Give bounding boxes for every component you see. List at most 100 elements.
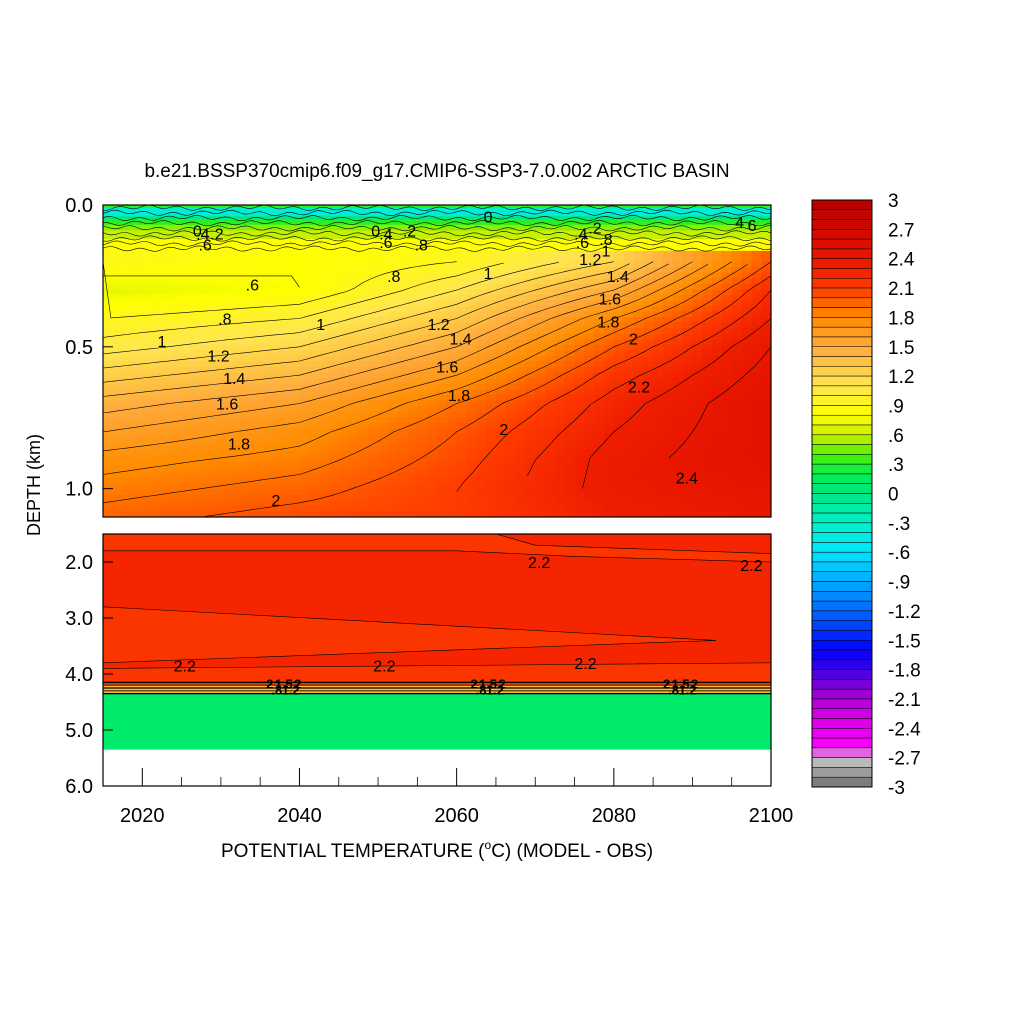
field-cell: [564, 361, 576, 368]
field-cell: [348, 294, 360, 301]
field-cell: [191, 411, 202, 418]
field-cell: [604, 344, 615, 351]
field-cell: [633, 272, 644, 279]
field-cell: [201, 450, 212, 457]
field-cell: [594, 450, 605, 457]
field-cell: [417, 461, 428, 468]
field-cell: [348, 267, 360, 274]
field-cell: [122, 511, 134, 517]
field-cell: [417, 333, 428, 340]
field-cell: [545, 472, 556, 479]
field-cell: [672, 283, 684, 290]
field-cell: [152, 300, 163, 307]
field-cell: [604, 417, 615, 424]
field-cell: [437, 328, 448, 335]
field-cell: [751, 405, 762, 413]
field-cell: [427, 394, 438, 401]
field-cell: [368, 294, 379, 301]
field-cell: [191, 311, 202, 318]
field-cell: [122, 422, 134, 429]
field-cell: [368, 305, 379, 313]
field-cell: [515, 417, 527, 424]
field-cell: [564, 417, 576, 424]
field-cell: [417, 350, 428, 357]
field-cell: [338, 378, 350, 385]
field-cell: [623, 422, 635, 429]
field-cell: [132, 344, 143, 351]
field-cell: [604, 461, 615, 468]
field-cell: [122, 389, 134, 396]
field-cell: [495, 250, 507, 257]
field-cell: [662, 450, 674, 457]
field-cell: [584, 505, 595, 513]
field-cell: [721, 372, 733, 379]
field-cell: [358, 361, 369, 368]
field-cell: [103, 478, 114, 485]
field-cell: [279, 394, 291, 401]
field-cell: [270, 255, 281, 263]
field-cell: [702, 322, 713, 329]
field-cell: [328, 433, 340, 440]
field-cell: [201, 394, 212, 401]
field-cell: [515, 267, 527, 274]
field-cell: [250, 283, 261, 290]
field-cell: [279, 500, 291, 507]
field-cell: [230, 355, 242, 363]
field-cell: [682, 405, 694, 413]
field-cell: [731, 411, 743, 418]
field-cell: [387, 433, 399, 440]
surface-band: [103, 213, 771, 217]
field-cell: [751, 511, 762, 517]
field-cell: [613, 350, 625, 357]
field-cell: [662, 433, 674, 440]
field-cell: [712, 394, 723, 401]
field-cell: [446, 439, 458, 446]
field-cell: [220, 339, 232, 346]
field-cell: [486, 283, 497, 290]
field-cell: [564, 322, 576, 329]
field-cell: [112, 355, 124, 363]
field-cell: [653, 350, 664, 357]
field-cell: [623, 389, 635, 396]
field-cell: [270, 289, 281, 296]
field-cell: [456, 511, 468, 517]
field-cell: [348, 305, 360, 313]
field-cell: [437, 489, 448, 496]
field-cell: [260, 483, 271, 490]
field-cell: [623, 428, 635, 435]
field-cell: [741, 433, 752, 440]
field-cell: [250, 472, 261, 479]
field-cell: [554, 344, 566, 351]
field-cell: [417, 389, 428, 396]
field-cell: [623, 344, 635, 351]
field-cell: [427, 367, 438, 374]
field-cell: [250, 255, 261, 263]
field-cell: [643, 461, 654, 468]
field-cell: [672, 500, 684, 507]
field-cell: [505, 411, 517, 418]
field-cell: [250, 261, 261, 268]
field-cell: [545, 422, 556, 429]
field-cell: [731, 444, 743, 451]
field-cell: [103, 494, 114, 501]
field-cell: [348, 278, 360, 285]
field-cell: [633, 494, 644, 501]
field-cell: [260, 305, 271, 313]
field-cell: [702, 272, 713, 279]
field-cell: [181, 411, 193, 418]
field-cell: [505, 417, 517, 424]
field-cell: [643, 294, 654, 301]
field-cell: [397, 489, 409, 496]
field-cell: [564, 411, 576, 418]
field-cell: [604, 400, 615, 407]
field-cell: [220, 450, 232, 457]
contour-label: 1.4: [449, 331, 471, 348]
field-cell: [751, 478, 762, 485]
field-cell: [662, 300, 674, 307]
field-cell: [613, 433, 625, 440]
field-cell: [702, 344, 713, 351]
field-cell: [338, 344, 350, 351]
colorbar-swatch: [811, 688, 873, 700]
contour-label: .6: [246, 277, 259, 294]
field-cell: [574, 300, 585, 307]
